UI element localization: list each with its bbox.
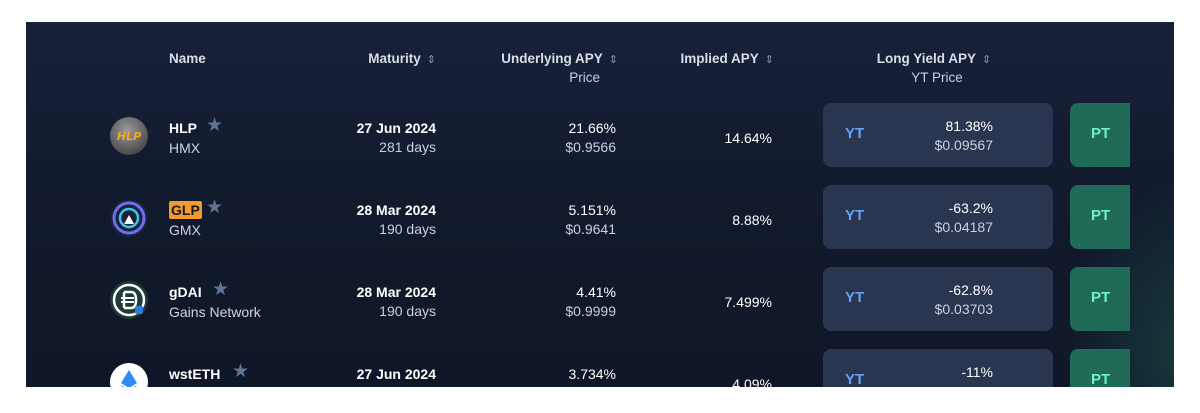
pt-label: PT xyxy=(1091,371,1111,387)
pt-label: PT xyxy=(1091,207,1111,224)
implied-apy: 8.88% xyxy=(732,212,772,228)
hlp-logo-icon: HLP xyxy=(110,117,148,155)
maturity-date: 28 Mar 2024 xyxy=(356,202,436,218)
underlying-apy: 4.41% xyxy=(576,284,616,300)
favorite-star-icon[interactable]: ★ xyxy=(206,115,224,136)
row-network: GMX xyxy=(169,222,201,238)
row-symbol: gDAI xyxy=(169,284,202,300)
yt-apy: 81.38% xyxy=(945,118,993,134)
column-header-implied-apy[interactable]: Implied APY ⇕ xyxy=(646,50,774,69)
pt-button[interactable]: PT xyxy=(1070,103,1130,167)
markets-table: Name Maturity ⇕ Underlying APY ⇕ Price Imp… xyxy=(26,22,1174,387)
column-header-maturity[interactable]: Maturity ⇕ xyxy=(316,50,436,69)
yt-button[interactable]: YT -11% xyxy=(823,349,1053,387)
favorite-star-icon[interactable]: ★ xyxy=(206,197,224,218)
yt-label: YT xyxy=(845,289,865,306)
pt-label: PT xyxy=(1091,125,1111,142)
table-row[interactable]: gDAI ★ Gains Network 28 Mar 2024 190 day… xyxy=(26,267,1174,349)
hlp-logo-text: HLP xyxy=(116,129,142,143)
implied-apy: 14.64% xyxy=(724,130,772,146)
underlying-price: $0.9999 xyxy=(565,303,616,319)
pt-label: PT xyxy=(1091,289,1111,306)
column-header-long-yield-apy[interactable]: Long Yield APY ⇕ YT Price xyxy=(864,50,1004,87)
maturity-date: 27 Jun 2024 xyxy=(356,120,436,136)
sort-icon[interactable]: ⇕ xyxy=(608,54,618,66)
column-header-name: Name xyxy=(169,50,206,68)
favorite-star-icon[interactable]: ★ xyxy=(212,279,230,300)
header-name-label: Name xyxy=(169,51,206,66)
sort-icon[interactable]: ⇕ xyxy=(426,54,436,66)
days-remaining: 190 days xyxy=(379,303,436,319)
sort-icon[interactable]: ⇕ xyxy=(764,54,774,66)
header-long-yield-label: Long Yield APY xyxy=(876,51,977,66)
row-symbol: HLP xyxy=(169,120,197,136)
implied-apy: 7.499% xyxy=(724,294,772,310)
yt-button[interactable]: YT 81.38% $0.09567 xyxy=(823,103,1053,167)
yt-label: YT xyxy=(845,371,865,387)
wsteth-logo-icon xyxy=(110,363,148,387)
implied-apy: 4.09% xyxy=(732,376,772,387)
header-maturity-label: Maturity xyxy=(368,51,421,66)
column-header-underlying-apy[interactable]: Underlying APY ⇕ Price xyxy=(466,50,618,87)
header-underlying-sub: Price xyxy=(569,70,600,85)
yt-apy: -11% xyxy=(961,364,993,380)
table-row[interactable]: GLP ★ GMX 28 Mar 2024 190 days 5.151% $0… xyxy=(26,185,1174,267)
yt-price: $0.09567 xyxy=(934,137,993,153)
gains-logo-icon xyxy=(110,281,148,319)
maturity-date: 28 Mar 2024 xyxy=(356,284,436,300)
yt-apy: -62.8% xyxy=(948,282,993,298)
yt-price: $0.04187 xyxy=(934,219,993,235)
underlying-price: $0.9641 xyxy=(565,221,616,237)
pt-button[interactable]: PT xyxy=(1070,185,1130,249)
row-network: HMX xyxy=(169,140,201,156)
gmx-logo-graphic xyxy=(112,201,146,235)
underlying-apy: 21.66% xyxy=(568,120,616,136)
yt-button[interactable]: YT -63.2% $0.04187 xyxy=(823,185,1053,249)
pt-button[interactable]: PT xyxy=(1070,267,1130,331)
gmx-logo-icon xyxy=(110,199,148,237)
yt-label: YT xyxy=(845,125,865,142)
pt-button[interactable]: PT xyxy=(1070,349,1130,387)
yt-button[interactable]: YT -62.8% $0.03703 xyxy=(823,267,1053,331)
maturity-date: 27 Jun 2024 xyxy=(356,366,436,382)
table-row[interactable]: wstETH ★ 27 Jun 2024 3.734% 4.09% YT -11… xyxy=(26,349,1174,387)
wsteth-logo-graphic xyxy=(121,370,137,387)
row-symbol: GLP xyxy=(169,201,202,219)
yt-label: YT xyxy=(845,207,865,224)
row-symbol: wstETH xyxy=(169,366,221,382)
header-long-yield-sub: YT Price xyxy=(911,70,963,85)
header-underlying-label: Underlying APY xyxy=(501,51,603,66)
yt-price: $0.03703 xyxy=(934,301,993,317)
days-remaining: 281 days xyxy=(379,139,436,155)
table-row[interactable]: HLP HLP ★ HMX 27 Jun 2024 281 days 21.66… xyxy=(26,103,1174,185)
row-network: Gains Network xyxy=(169,304,261,320)
days-remaining: 190 days xyxy=(379,221,436,237)
gains-logo-graphic xyxy=(112,283,146,317)
underlying-apy: 3.734% xyxy=(568,366,616,382)
underlying-apy: 5.151% xyxy=(568,202,616,218)
yt-apy: -63.2% xyxy=(948,200,993,216)
sort-icon[interactable]: ⇕ xyxy=(982,54,992,66)
favorite-star-icon[interactable]: ★ xyxy=(232,361,250,382)
header-implied-label: Implied APY xyxy=(680,51,759,66)
underlying-price: $0.9566 xyxy=(565,139,616,155)
